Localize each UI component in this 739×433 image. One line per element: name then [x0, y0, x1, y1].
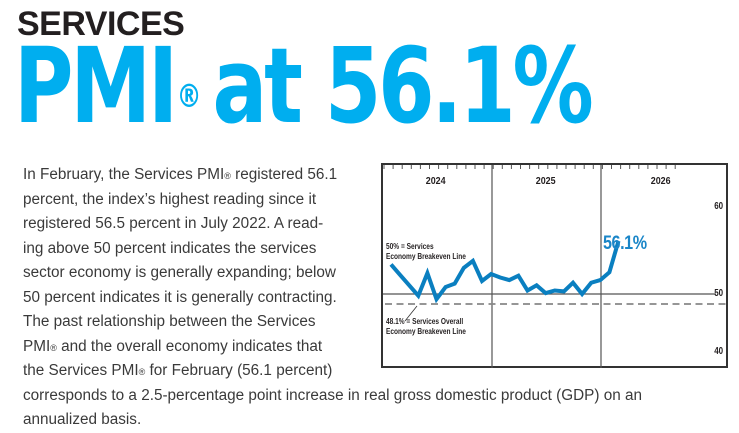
year-label-2025: 2025 — [535, 175, 556, 187]
body-line: sector economy is generally expanding; b… — [23, 261, 723, 286]
body-text-run: sector economy is generally expanding; b… — [23, 264, 336, 281]
pmi-series-line — [389, 240, 621, 304]
body-text-run: ing above 50 percent indicates the servi… — [23, 239, 317, 257]
body-text-run: percent, the index’s highest reading sin… — [23, 190, 317, 208]
body-text-run: and the overall economy indicates that — [56, 337, 323, 355]
services-breakeven-label: 50% = Services Economy Breakeven Line — [386, 242, 466, 262]
body-text-run: The past relationship between the Servic… — [23, 313, 316, 330]
overall-breakeven-label: 48.1% = Services Overall Economy Breakev… — [386, 317, 466, 337]
registered-mark: ® — [224, 171, 231, 181]
body-line: ing above 50 percent indicates the servi… — [23, 237, 723, 262]
services-breakeven-label-line2: Economy Breakeven Line — [386, 252, 466, 261]
body-line: annualized basis. — [23, 408, 723, 433]
headline-main: PMI — [14, 25, 178, 147]
ytick-60: 60 — [714, 201, 723, 212]
registered-mark: ® — [176, 77, 202, 115]
body-text-run: registered 56.5 percent in July 2022. A … — [23, 215, 324, 232]
overall-breakeven-label-line2: Economy Breakeven Line — [386, 327, 466, 336]
body-line: In February, the Services PMI® registere… — [23, 163, 723, 188]
registered-mark: ® — [50, 342, 57, 353]
month-ticks — [383, 165, 676, 169]
section-kicker: SERVICES — [17, 5, 185, 43]
pmi-line-chart: 2024 2025 2026 60 50 40 50% = Services E… — [381, 163, 728, 368]
body-text-run: In February, the Services PMI — [23, 166, 225, 183]
ytick-50: 50 — [714, 288, 723, 299]
overall-breakeven-label-line1: 48.1% = Services Overall — [386, 317, 464, 326]
headline: PMI® at 56.1% — [14, 30, 594, 142]
leader-line — [404, 305, 418, 322]
year-label-2024: 2024 — [425, 175, 446, 187]
ytick-40: 40 — [714, 346, 723, 357]
services-breakeven-label-line1: 50% = Services — [386, 242, 434, 251]
body-text-run: for February (56.1 percent) — [145, 362, 333, 379]
body-line: the Services PMI® for February (56.1 per… — [23, 359, 723, 384]
chart-canvas — [383, 165, 726, 368]
headline-value: at 56.1% — [212, 25, 593, 147]
body-line: corresponds to a 2.5-percentage point in… — [23, 384, 723, 409]
year-label-2026: 2026 — [650, 175, 671, 187]
latest-value-callout: 56.1% — [603, 233, 647, 254]
body-text-run: the Services PMI — [23, 362, 139, 379]
body-line: PMI® and the overall economy indicates t… — [23, 335, 723, 360]
body-line: 50 percent indicates it is generally con… — [23, 286, 723, 311]
body-text-run: 50 percent indicates it is generally con… — [23, 288, 337, 306]
body-text-run: corresponds to a 2.5-percentage point in… — [23, 386, 643, 404]
body-line: percent, the index’s highest reading sin… — [23, 188, 723, 213]
body-paragraph: In February, the Services PMI® registere… — [23, 163, 723, 433]
body-line: registered 56.5 percent in July 2022. A … — [23, 212, 723, 237]
body-text-run: annualized basis. — [23, 411, 142, 428]
body-text-run: PMI — [23, 337, 51, 355]
body-text-run: registered 56.1 — [230, 166, 338, 183]
body-line: The past relationship between the Servic… — [23, 310, 723, 335]
registered-mark: ® — [138, 367, 146, 377]
